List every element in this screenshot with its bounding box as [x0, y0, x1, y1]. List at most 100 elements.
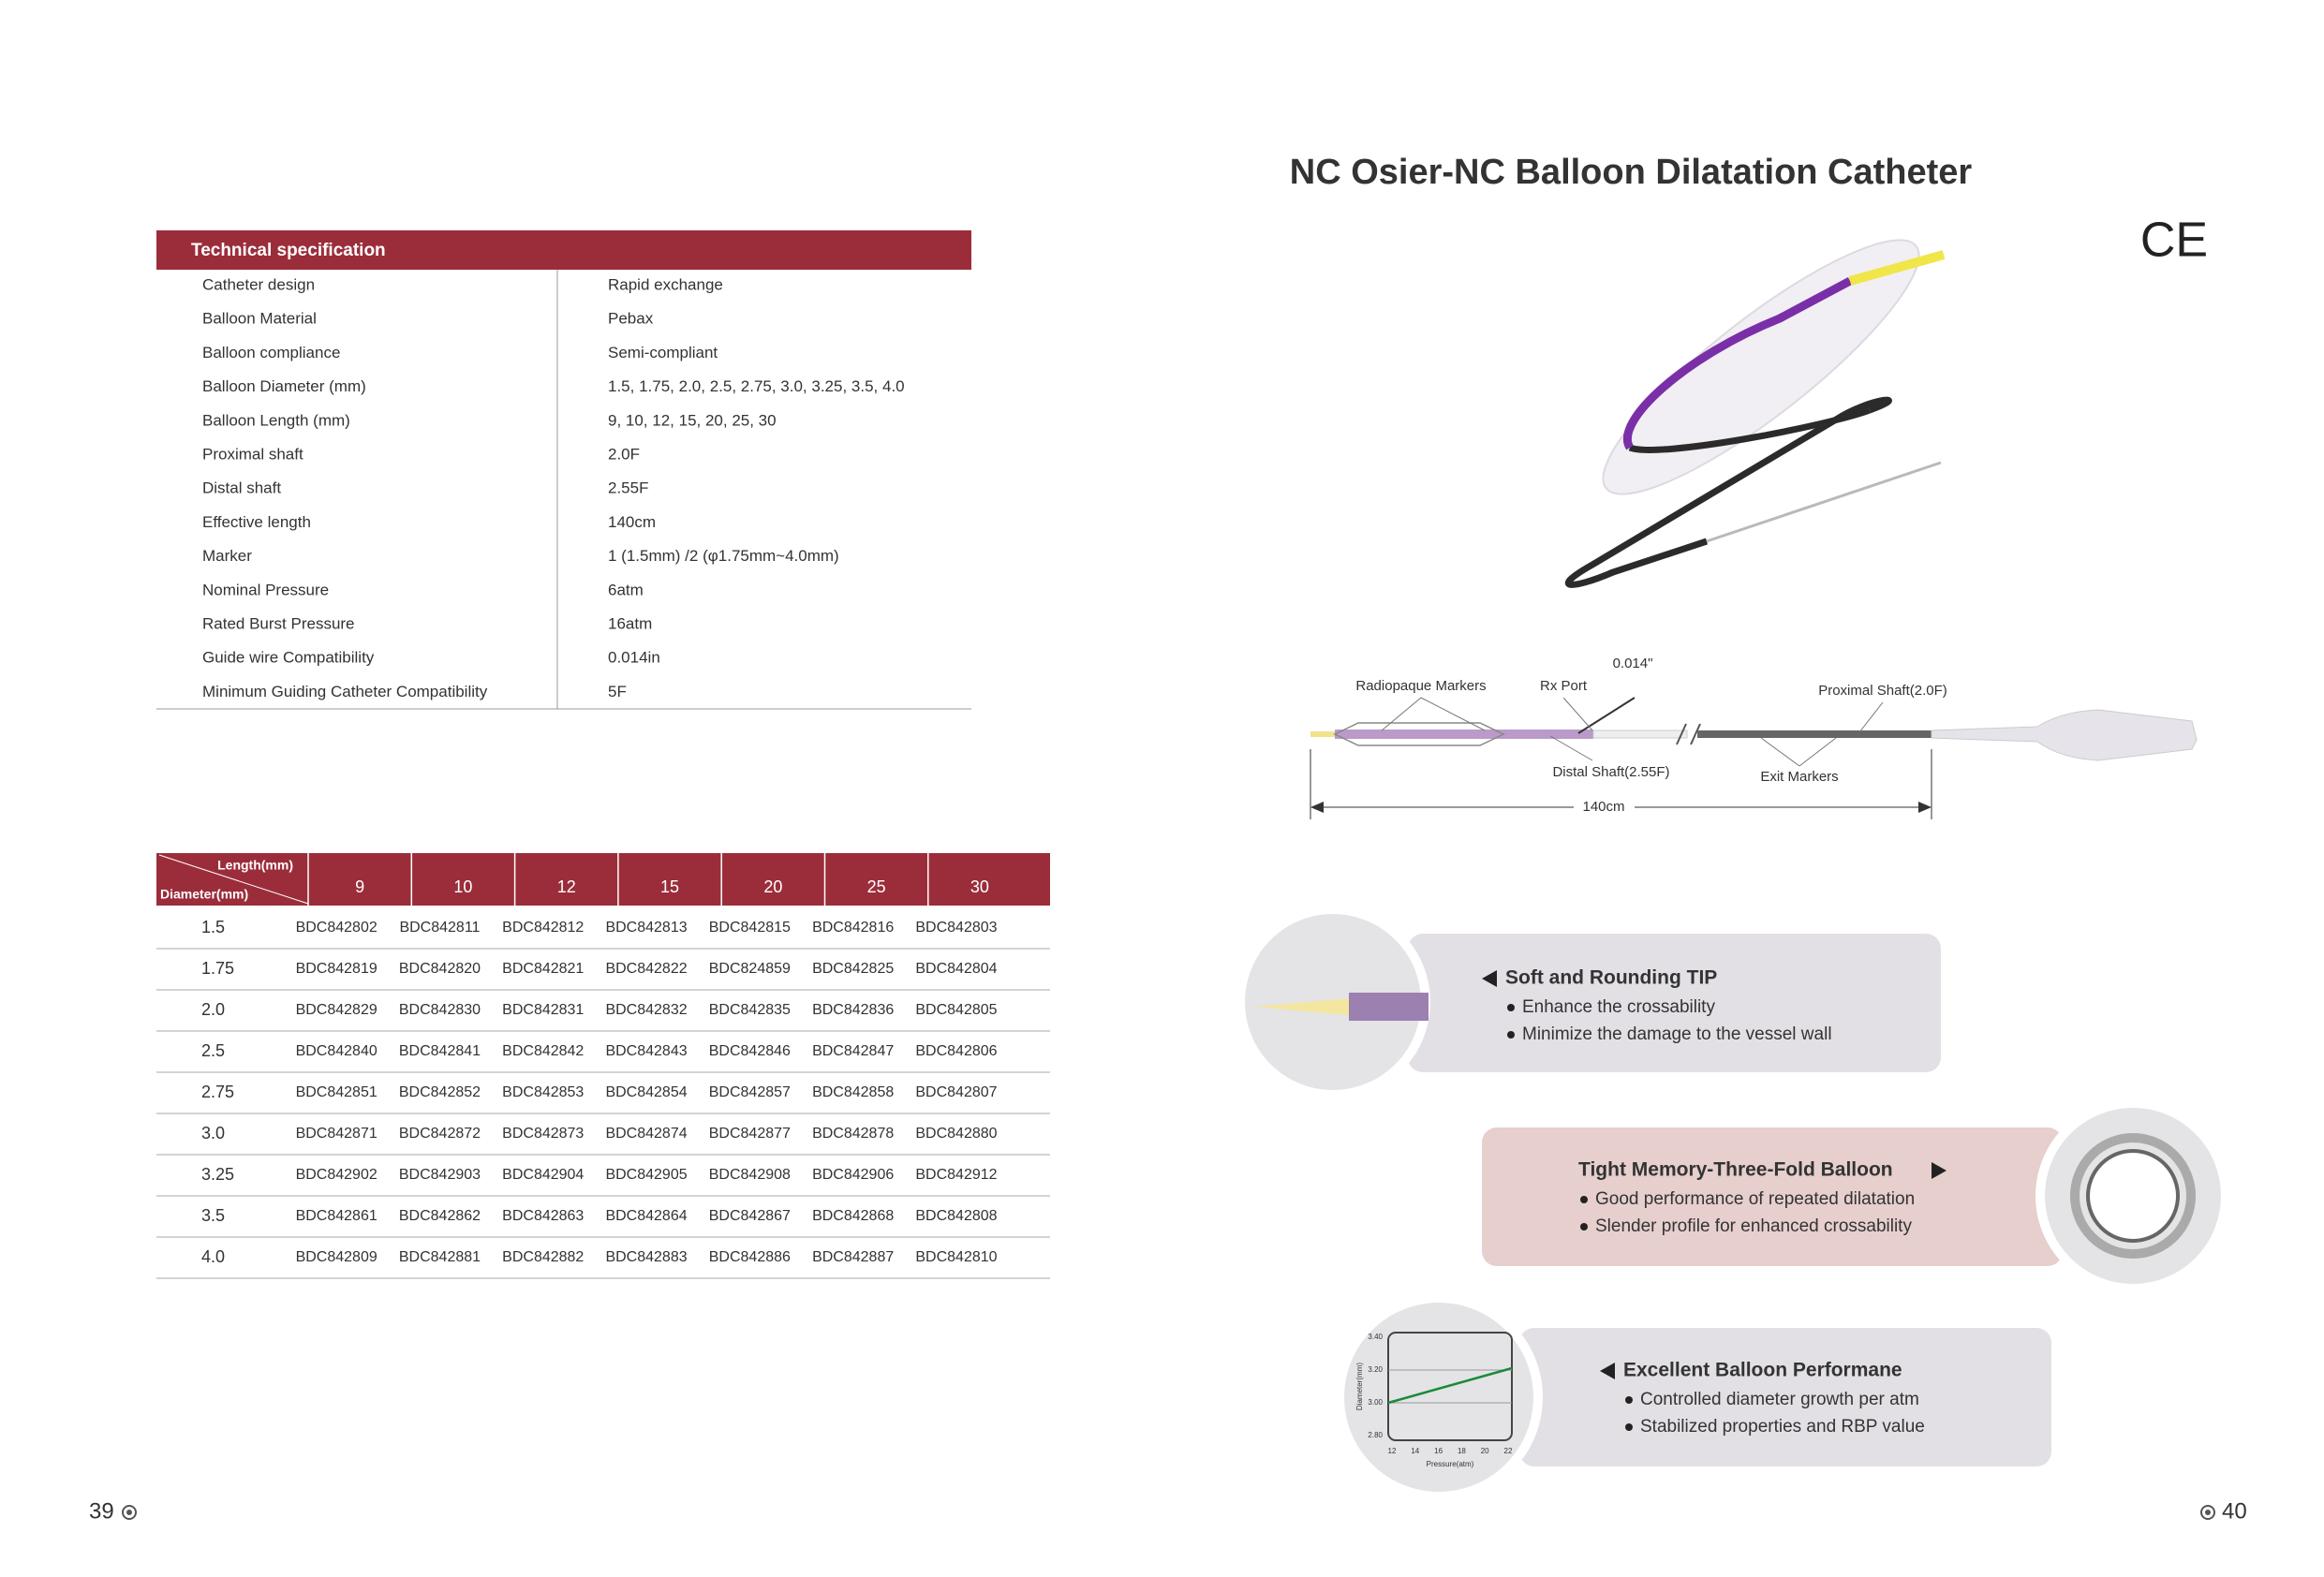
product-code: BDC842852 — [399, 1084, 481, 1100]
product-code: BDC842904 — [502, 1167, 584, 1183]
chart-x-label: Pressure(atm) — [1427, 1460, 1474, 1468]
bullet — [1625, 1396, 1633, 1404]
product-code: BDC842847 — [812, 1043, 894, 1059]
chart-x-tick: 12 — [1388, 1447, 1397, 1455]
length-header: 15 — [660, 877, 679, 896]
diameter-value: 3.5 — [201, 1206, 225, 1225]
chart-x-tick: 16 — [1434, 1447, 1443, 1455]
product-code: BDC842811 — [399, 920, 480, 936]
product-code: BDC842872 — [399, 1126, 481, 1142]
bullet — [1580, 1196, 1588, 1203]
product-code: BDC842821 — [502, 961, 584, 977]
product-code: BDC842902 — [296, 1167, 377, 1183]
diameter-value: 2.0 — [201, 1000, 225, 1019]
product-code: BDC842829 — [296, 1002, 377, 1018]
product-code: BDC842836 — [812, 1002, 894, 1018]
product-code: BDC842857 — [709, 1084, 791, 1100]
spec-value: 16atm — [608, 614, 652, 632]
chart-y-tick: 3.20 — [1368, 1365, 1383, 1374]
product-code: BDC842846 — [709, 1043, 791, 1059]
diameter-value: 3.0 — [201, 1124, 225, 1142]
product-code: BDC842874 — [605, 1126, 687, 1142]
product-code: BDC842820 — [399, 961, 481, 977]
product-code: BDC824859 — [709, 961, 791, 977]
spec-label: Distal shaft — [202, 479, 281, 497]
spec-value: 6atm — [608, 581, 644, 598]
page-title: NC Osier-NC Balloon Dilatation Catheter — [1290, 153, 1973, 192]
spec-value: Rapid exchange — [608, 275, 723, 293]
spec-value: Semi-compliant — [608, 344, 718, 361]
length-header: 10 — [453, 877, 472, 896]
spec-label: Proximal shaft — [202, 445, 303, 463]
product-code: BDC842878 — [812, 1126, 894, 1142]
product-code: BDC842880 — [915, 1126, 997, 1142]
diameter-value: 3.25 — [201, 1165, 234, 1184]
product-code: BDC842871 — [296, 1126, 377, 1142]
product-code: BDC842813 — [605, 920, 687, 936]
spec-value: 140cm — [608, 513, 656, 531]
diameter-label: Diameter(mm) — [160, 887, 248, 902]
page-dot — [122, 1505, 137, 1520]
product-code: BDC842877 — [709, 1126, 791, 1142]
product-code: BDC842863 — [502, 1208, 584, 1224]
spec-label: Rated Burst Pressure — [202, 614, 355, 632]
spec-value: 2.0F — [608, 445, 640, 463]
feature-bullet: Controlled diameter growth per atm — [1640, 1390, 1919, 1409]
bullet — [1507, 1031, 1515, 1039]
product-code: BDC842808 — [915, 1208, 997, 1224]
spec-label: Catheter design — [202, 275, 315, 293]
spec-label: Balloon compliance — [202, 344, 340, 361]
spec-title: Technical specification — [191, 241, 386, 260]
chart-y-label: Diameter(mm) — [1355, 1363, 1364, 1410]
chart-y-tick: 3.40 — [1368, 1333, 1383, 1341]
product-code: BDC842840 — [296, 1043, 377, 1059]
feature-title: Tight Memory-Three-Fold Balloon — [1578, 1159, 1893, 1181]
spec-value: 5F — [608, 683, 627, 700]
product-code: BDC842843 — [605, 1043, 687, 1059]
product-code: BDC842873 — [502, 1126, 584, 1142]
spec-header — [156, 230, 971, 270]
product-code: BDC842819 — [296, 961, 377, 977]
feature-panel — [1519, 1328, 2051, 1466]
spec-label: Balloon Length (mm) — [202, 411, 350, 429]
product-code: BDC842912 — [915, 1167, 997, 1183]
product-code: BDC842887 — [812, 1249, 894, 1265]
length-header: 30 — [970, 877, 989, 896]
spec-label: Minimum Guiding Catheter Compatibility — [202, 683, 488, 700]
product-code: BDC842812 — [502, 920, 584, 936]
spec-label: Nominal Pressure — [202, 581, 329, 598]
diameter-value: 2.75 — [201, 1083, 234, 1101]
product-code: BDC842862 — [399, 1208, 481, 1224]
code-header — [156, 853, 1050, 906]
product-code: BDC842825 — [812, 961, 894, 977]
page-dot — [126, 1510, 132, 1515]
diagram-label: 140cm — [1582, 799, 1624, 815]
product-code: BDC842908 — [709, 1167, 791, 1183]
product-code: BDC842881 — [399, 1249, 481, 1265]
spec-label: Effective length — [202, 513, 311, 531]
diameter-value: 2.5 — [201, 1041, 225, 1060]
bullet — [1625, 1423, 1633, 1431]
page-dot — [2205, 1510, 2211, 1515]
feature-bullet: Enhance the crossability — [1522, 997, 1715, 1017]
product-code: BDC842864 — [605, 1208, 687, 1224]
catheter-diagram — [1310, 697, 2198, 819]
page-dot — [2200, 1505, 2215, 1520]
length-header: 20 — [763, 877, 782, 896]
page-number: 39 — [89, 1498, 114, 1524]
product-code: BDC842835 — [709, 1002, 791, 1018]
product-code: BDC842815 — [709, 920, 791, 936]
feature-title: Excellent Balloon Performane — [1623, 1360, 1902, 1381]
feature-panel — [1408, 934, 1941, 1072]
ce-mark: CE — [2140, 214, 2208, 268]
spec-label: Marker — [202, 547, 252, 565]
product-code: BDC842903 — [399, 1167, 481, 1183]
chart-y-tick: 2.80 — [1368, 1431, 1383, 1439]
spec-value: 2.55F — [608, 479, 648, 497]
feature-arrow — [1600, 1363, 1615, 1379]
header-diagonal — [158, 854, 309, 905]
product-code: BDC842809 — [296, 1249, 377, 1265]
product-code: BDC842886 — [709, 1249, 791, 1265]
feature-bullet: Good performance of repeated dilatation — [1595, 1189, 1915, 1209]
product-code: BDC842882 — [502, 1249, 584, 1265]
